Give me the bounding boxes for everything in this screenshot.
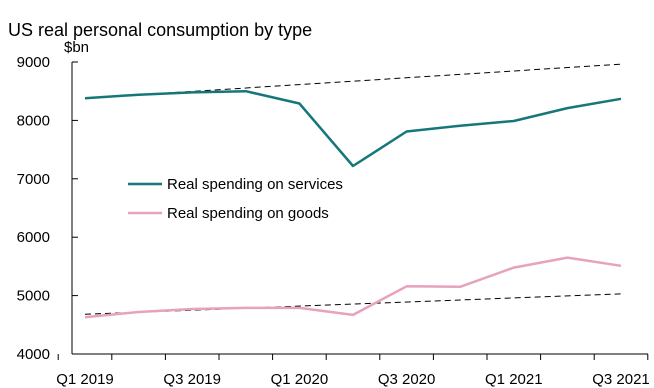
y-tick-label: 8000 (17, 112, 50, 129)
legend-label: Real spending on goods (167, 205, 329, 222)
x-tick-label: Q1 2021 (485, 371, 543, 388)
services-series-line (84, 89, 622, 168)
x-tick-label: Q1 2020 (271, 371, 329, 388)
y-tick-label: 6000 (17, 229, 50, 246)
x-tick-label: Q3 2020 (378, 371, 436, 388)
x-tick-label: Q1 2019 (56, 371, 114, 388)
x-tick-label: Q3 2019 (163, 371, 221, 388)
chart-title: US real personal consumption by type (8, 20, 312, 40)
plot-area: 4000 5000 6000 7000 8000 9000 Q1 2019 Q3 2019 Q1… (17, 54, 650, 388)
y-tick-label: 7000 (17, 171, 50, 188)
goods-series-line (84, 256, 622, 319)
y-axis-unit-label: $bn (64, 39, 89, 56)
y-tick-label: 4000 (17, 346, 50, 363)
legend-label: Real spending on services (167, 176, 343, 193)
x-tick-label: Q3 2021 (592, 371, 650, 388)
y-tick-label: 9000 (17, 54, 50, 71)
y-tick-label: 5000 (17, 288, 50, 305)
